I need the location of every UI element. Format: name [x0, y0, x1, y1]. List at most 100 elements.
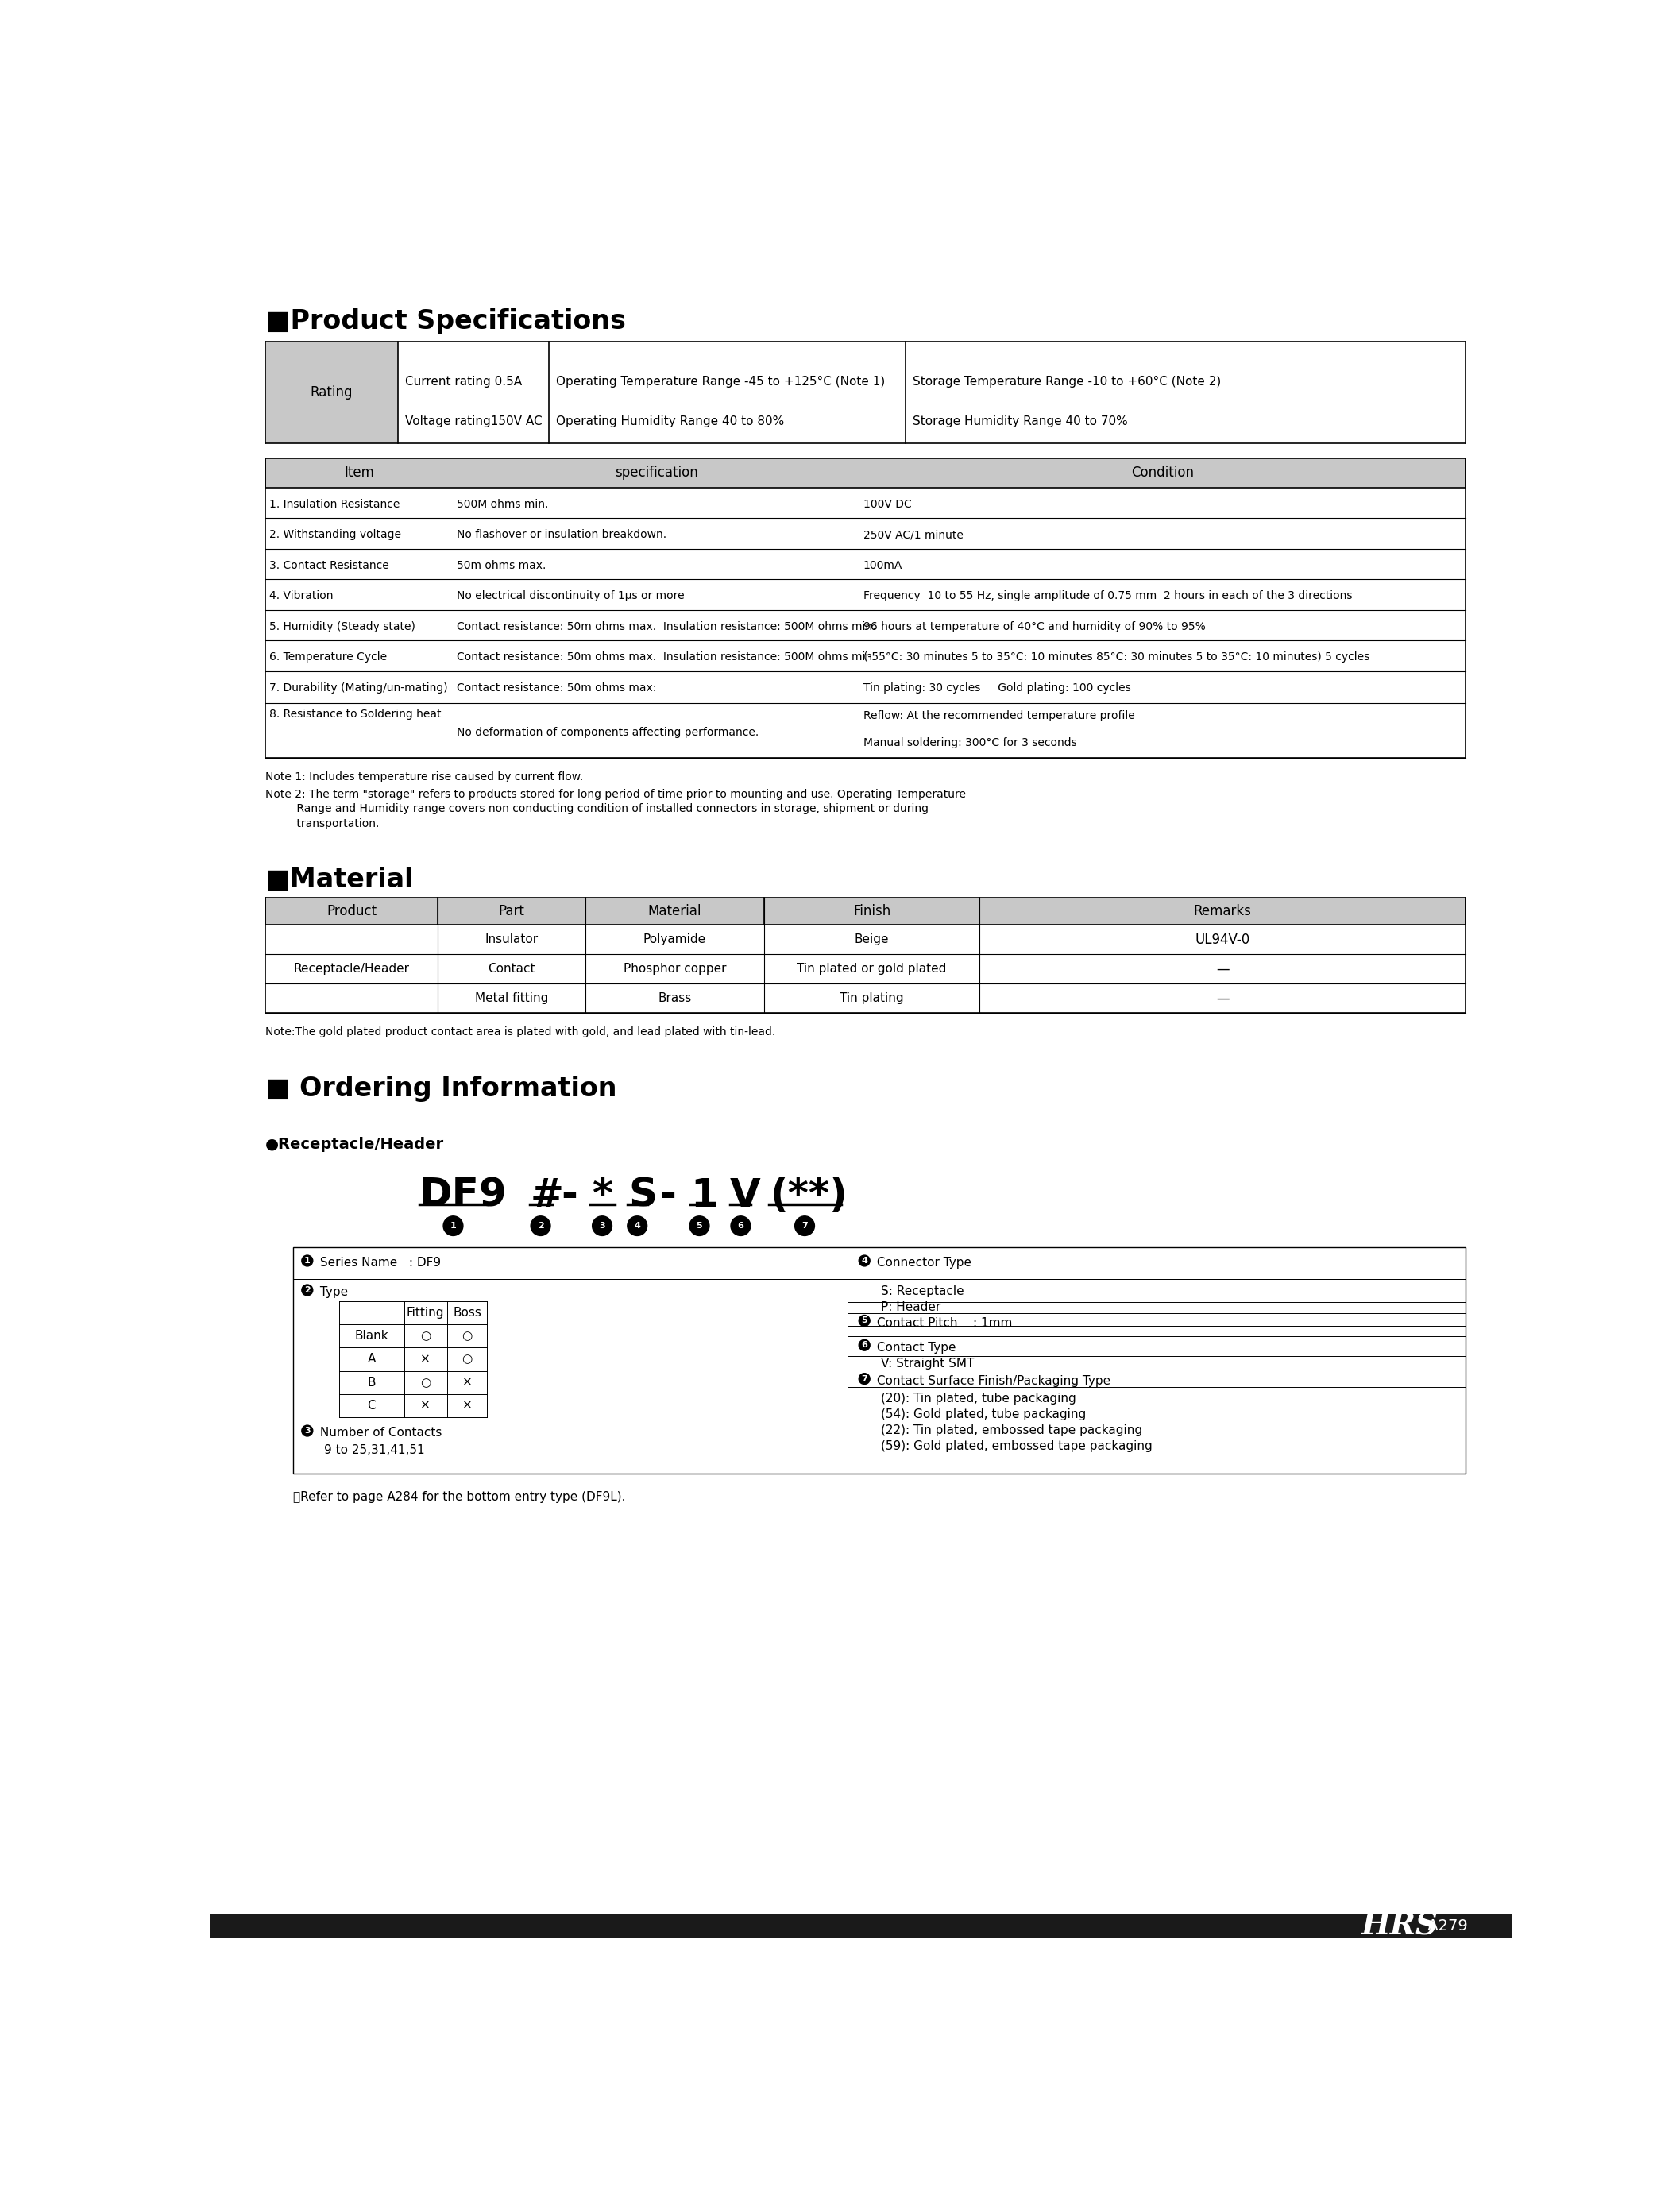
Text: Finish: Finish	[853, 903, 890, 919]
Text: -: -	[561, 1177, 578, 1214]
Text: Fitting: Fitting	[407, 1308, 444, 1319]
Text: Voltage rating150V AC: Voltage rating150V AC	[405, 416, 543, 426]
Text: S: S	[628, 1177, 657, 1214]
Circle shape	[444, 1216, 464, 1236]
Text: 5: 5	[862, 1317, 867, 1325]
Text: 1: 1	[304, 1258, 311, 1264]
Text: ○: ○	[462, 1330, 472, 1343]
Text: transportation.: transportation.	[265, 818, 380, 829]
Circle shape	[302, 1426, 312, 1437]
Text: 3: 3	[304, 1426, 311, 1435]
Text: Type: Type	[316, 1286, 348, 1299]
Text: 3: 3	[600, 1223, 605, 1229]
Text: Frequency  10 to 55 Hz, single amplitude of 0.75 mm  2 hours in each of the 3 di: Frequency 10 to 55 Hz, single amplitude …	[864, 590, 1352, 601]
Text: *: *	[591, 1177, 613, 1214]
Text: ●Receptacle/Header: ●Receptacle/Header	[265, 1137, 444, 1153]
Text: 4: 4	[862, 1258, 867, 1264]
Text: Tin plated or gold plated: Tin plated or gold plated	[796, 962, 946, 975]
Text: 2: 2	[304, 1286, 311, 1295]
Text: Contact: Contact	[487, 962, 536, 975]
Text: 250V AC/1 minute: 250V AC/1 minute	[864, 529, 963, 540]
Text: 96 hours at temperature of 40°C and humidity of 90% to 95%: 96 hours at temperature of 40°C and humi…	[864, 621, 1205, 632]
Text: A279: A279	[1423, 1918, 1468, 1933]
Text: ○: ○	[462, 1354, 472, 1365]
Text: Insulator: Insulator	[486, 934, 538, 945]
Text: Contact Surface Finish/Packaging Type: Contact Surface Finish/Packaging Type	[874, 1376, 1110, 1387]
Text: C: C	[368, 1400, 376, 1411]
Text: Series Name   : DF9: Series Name : DF9	[316, 1258, 440, 1268]
Text: 1: 1	[450, 1223, 457, 1229]
Text: (20): Tin plated, tube packaging: (20): Tin plated, tube packaging	[880, 1393, 1077, 1404]
Text: Receptacle/Header: Receptacle/Header	[294, 962, 410, 975]
Text: Remarks: Remarks	[1194, 903, 1252, 919]
Circle shape	[731, 1216, 751, 1236]
Text: 6: 6	[862, 1341, 867, 1349]
Text: Part: Part	[499, 903, 524, 919]
Text: 6. Temperature Cycle: 6. Temperature Cycle	[269, 652, 386, 663]
Text: ○: ○	[420, 1376, 430, 1389]
Circle shape	[689, 1216, 709, 1236]
Text: Boss: Boss	[454, 1308, 480, 1319]
Text: Note 2: The term "storage" refers to products stored for long period of time pri: Note 2: The term "storage" refers to pro…	[265, 790, 966, 800]
Circle shape	[531, 1216, 551, 1236]
Circle shape	[858, 1314, 870, 1325]
Text: -: -	[659, 1177, 675, 1214]
Text: 7. Durability (Mating/un-mating): 7. Durability (Mating/un-mating)	[269, 682, 447, 693]
Text: ■Material: ■Material	[265, 866, 415, 892]
Text: V: V	[731, 1177, 761, 1214]
Text: 100V DC: 100V DC	[864, 499, 912, 510]
Bar	[292, 1247, 1467, 1474]
Text: (54): Gold plated, tube packaging: (54): Gold plated, tube packaging	[880, 1408, 1087, 1419]
Text: —: —	[1216, 962, 1230, 975]
Text: 1: 1	[690, 1177, 717, 1214]
Text: (59): Gold plated, embossed tape packaging: (59): Gold plated, embossed tape packagi…	[880, 1439, 1152, 1452]
Text: Rating: Rating	[311, 385, 353, 400]
Text: 1. Insulation Resistance: 1. Insulation Resistance	[269, 499, 400, 510]
Circle shape	[858, 1341, 870, 1352]
Text: ×: ×	[420, 1400, 430, 1411]
Bar	[265, 897, 1467, 925]
Text: S: Receptacle: S: Receptacle	[880, 1286, 964, 1297]
Text: Metal fitting: Metal fitting	[475, 993, 548, 1004]
Text: 50m ohms max.: 50m ohms max.	[457, 560, 546, 571]
Text: ＊Refer to page A284 for the bottom entry type (DF9L).: ＊Refer to page A284 for the bottom entry…	[292, 1492, 625, 1502]
Text: Brass: Brass	[659, 993, 692, 1004]
Text: (-55°C: 30 minutes 5 to 35°C: 10 minutes 85°C: 30 minutes 5 to 35°C: 10 minutes): (-55°C: 30 minutes 5 to 35°C: 10 minutes…	[864, 652, 1369, 663]
Text: 500M ohms min.: 500M ohms min.	[457, 499, 548, 510]
Text: 2: 2	[538, 1223, 544, 1229]
Text: Reflow: At the recommended temperature profile: Reflow: At the recommended temperature p…	[864, 711, 1134, 722]
Text: No electrical discontinuity of 1μs or more: No electrical discontinuity of 1μs or mo…	[457, 590, 684, 601]
Circle shape	[302, 1255, 312, 1266]
Text: Storage Humidity Range 40 to 70%: Storage Humidity Range 40 to 70%	[912, 416, 1127, 426]
Text: Range and Humidity range covers non conducting condition of installed connectors: Range and Humidity range covers non cond…	[265, 803, 929, 814]
Text: Note 1: Includes temperature rise caused by current flow.: Note 1: Includes temperature rise caused…	[265, 772, 583, 783]
Text: ■ Ordering Information: ■ Ordering Information	[265, 1076, 617, 1102]
Text: specification: specification	[615, 466, 697, 479]
Text: Contact Type: Contact Type	[874, 1341, 956, 1354]
Bar	[210, 1914, 1512, 1938]
Text: Operating Temperature Range -45 to +125°C (Note 1): Operating Temperature Range -45 to +125°…	[556, 376, 885, 387]
Text: Contact Pitch    : 1mm: Contact Pitch : 1mm	[874, 1317, 1013, 1330]
Text: ×: ×	[462, 1400, 472, 1411]
Bar	[265, 341, 398, 444]
Text: Polyamide: Polyamide	[643, 934, 706, 945]
Text: ○: ○	[420, 1330, 430, 1343]
Text: 8. Resistance to Soldering heat: 8. Resistance to Soldering heat	[269, 709, 442, 720]
Text: Product: Product	[326, 903, 376, 919]
Text: #: #	[531, 1177, 563, 1214]
Text: ■Product Specifications: ■Product Specifications	[265, 308, 627, 335]
Text: Blank: Blank	[354, 1330, 388, 1343]
Text: 4: 4	[633, 1223, 640, 1229]
Circle shape	[858, 1373, 870, 1384]
Text: ×: ×	[462, 1376, 472, 1389]
Text: Contact resistance: 50m ohms max.  Insulation resistance: 500M ohms min.: Contact resistance: 50m ohms max. Insula…	[457, 621, 875, 632]
Text: Tin plating: Tin plating	[840, 993, 904, 1004]
Text: HRS: HRS	[1361, 1911, 1438, 1942]
Text: DF9: DF9	[420, 1177, 507, 1214]
Text: 9 to 25,31,41,51: 9 to 25,31,41,51	[324, 1443, 425, 1457]
Text: Material: Material	[648, 903, 702, 919]
Text: Current rating 0.5A: Current rating 0.5A	[405, 376, 522, 387]
Text: No deformation of components affecting performance.: No deformation of components affecting p…	[457, 726, 759, 737]
Text: Operating Humidity Range 40 to 80%: Operating Humidity Range 40 to 80%	[556, 416, 785, 426]
Text: Manual soldering: 300°C for 3 seconds: Manual soldering: 300°C for 3 seconds	[864, 737, 1077, 748]
